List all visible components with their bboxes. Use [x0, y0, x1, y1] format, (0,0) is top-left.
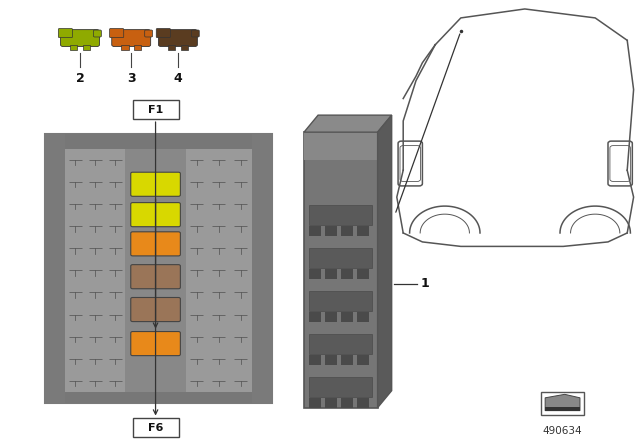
Bar	[304, 132, 378, 160]
FancyBboxPatch shape	[61, 30, 99, 47]
Bar	[309, 269, 321, 280]
Text: 1: 1	[420, 277, 429, 290]
Bar	[340, 355, 353, 366]
Bar	[45, 134, 272, 149]
Text: F1: F1	[148, 105, 163, 115]
Bar	[340, 269, 353, 280]
FancyBboxPatch shape	[131, 332, 180, 356]
Bar	[356, 312, 369, 323]
Bar	[541, 392, 584, 415]
Bar	[340, 226, 353, 237]
Bar	[125, 149, 186, 392]
Bar	[309, 377, 372, 396]
Bar	[356, 269, 369, 280]
Bar	[309, 205, 372, 225]
Bar	[304, 132, 378, 408]
Bar	[356, 226, 369, 237]
Bar	[83, 45, 90, 50]
Bar	[325, 269, 337, 280]
Bar	[168, 45, 175, 50]
Bar	[70, 45, 77, 50]
FancyBboxPatch shape	[156, 29, 170, 38]
FancyBboxPatch shape	[93, 30, 101, 37]
FancyBboxPatch shape	[145, 30, 152, 37]
FancyBboxPatch shape	[109, 29, 124, 38]
Bar	[340, 312, 353, 323]
Bar	[252, 134, 272, 403]
Text: F6: F6	[148, 423, 163, 433]
Bar	[309, 226, 321, 237]
Bar	[356, 355, 369, 366]
Polygon shape	[378, 115, 392, 408]
Bar	[45, 134, 272, 403]
Text: 4: 4	[173, 72, 182, 85]
FancyBboxPatch shape	[131, 202, 180, 227]
Bar	[309, 334, 372, 353]
Text: 3: 3	[127, 72, 136, 85]
Bar	[45, 134, 65, 403]
Bar	[309, 312, 321, 323]
Bar	[180, 45, 188, 50]
FancyBboxPatch shape	[159, 30, 197, 47]
Polygon shape	[304, 115, 392, 132]
Bar	[134, 45, 141, 50]
FancyBboxPatch shape	[131, 172, 180, 196]
Bar	[309, 248, 372, 268]
FancyBboxPatch shape	[131, 232, 180, 256]
FancyBboxPatch shape	[58, 29, 72, 38]
Bar	[325, 398, 337, 409]
Bar	[356, 398, 369, 409]
Bar	[309, 355, 321, 366]
Bar	[132, 100, 179, 119]
Bar	[309, 291, 372, 311]
Text: 490634: 490634	[543, 426, 582, 436]
Bar	[132, 418, 179, 437]
Bar	[309, 398, 321, 409]
Bar	[545, 407, 580, 411]
Bar	[121, 45, 129, 50]
Bar	[340, 398, 353, 409]
Text: 2: 2	[76, 72, 84, 85]
Bar	[325, 226, 337, 237]
FancyBboxPatch shape	[131, 265, 180, 289]
Bar	[325, 355, 337, 366]
Bar	[45, 392, 272, 403]
FancyBboxPatch shape	[131, 297, 180, 322]
Bar	[325, 312, 337, 323]
FancyBboxPatch shape	[191, 30, 199, 37]
Polygon shape	[545, 394, 580, 411]
FancyBboxPatch shape	[112, 30, 150, 47]
